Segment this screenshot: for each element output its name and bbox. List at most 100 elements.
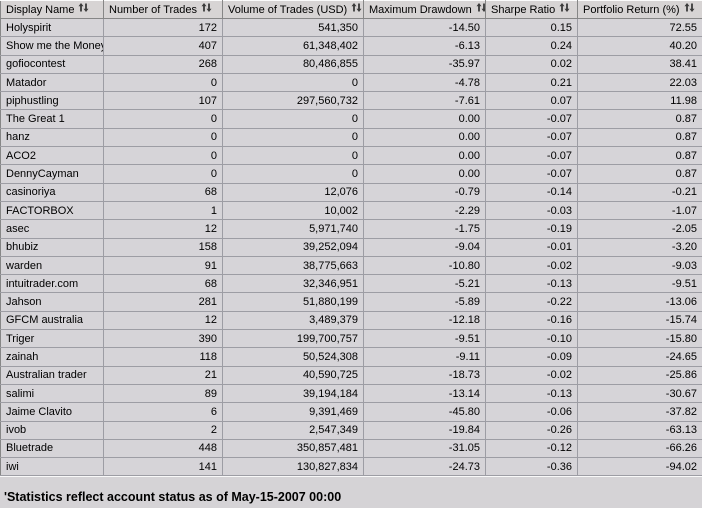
value-cell: -0.02 [485,256,578,276]
value-cell: -0.07 [485,109,578,129]
value-cell: 118 [103,347,223,367]
value-cell: 6 [103,402,223,422]
value-cell: 0 [222,146,364,166]
value-cell: 281 [103,292,223,312]
value-cell: -5.89 [363,292,486,312]
value-cell: -18.73 [363,366,486,385]
value-cell: -5.21 [363,274,486,294]
table-row: FACTORBOX 1 10,002 -2.29 -0.03 -1.07 [0,201,702,221]
sort-icon[interactable] [476,2,485,16]
value-cell: -0.07 [485,164,578,184]
column-header-volume-of-trades-usd[interactable]: Volume of Trades (USD) [222,0,364,19]
value-cell: 0.87 [577,164,702,184]
value-cell: -13.06 [577,292,702,312]
value-cell: -0.79 [363,183,486,202]
column-header-display-name[interactable]: Display Name [0,0,104,19]
value-cell: -0.06 [485,402,578,422]
table-row: Jaime Clavito 6 9,391,469 -45.80 -0.06 -37.82 [0,402,702,422]
table-row: zainah 118 50,524,308 -9.11 -0.09 -24.65 [0,347,702,367]
value-cell: 38,775,663 [222,256,364,276]
table-row: ACO2 0 0 0.00 -0.07 0.87 [0,146,702,166]
value-cell: -9.03 [577,256,702,276]
table-row: ivob 2 2,547,349 -19.84 -0.26 -63.13 [0,421,702,440]
value-cell: -35.97 [363,55,486,74]
value-cell: -19.84 [363,421,486,440]
value-cell: -0.10 [485,329,578,349]
table-row: Triger 390 199,700,757 -9.51 -0.10 -15.80 [0,329,702,349]
column-header-portfolio-return[interactable]: Portfolio Return (%) [577,0,702,19]
value-cell: 0 [103,128,223,148]
value-cell: 0.87 [577,146,702,166]
table-row: hanz 0 0 0.00 -0.07 0.87 [0,128,702,148]
value-cell: -37.82 [577,402,702,422]
value-cell: -9.51 [577,274,702,294]
value-cell: -24.73 [363,457,486,477]
value-cell: 39,194,184 [222,384,364,404]
value-cell: -24.65 [577,347,702,367]
value-cell: 158 [103,238,223,257]
display-name-cell: bhubiz [0,238,104,257]
display-name-cell: Matador [0,73,104,93]
value-cell: 0.87 [577,128,702,148]
table-row: bhubiz 158 39,252,094 -9.04 -0.01 -3.20 [0,238,702,257]
value-cell: 2,547,349 [222,421,364,440]
display-name-cell: piphustling [0,91,104,111]
value-cell: 21 [103,366,223,385]
value-cell: 10,002 [222,201,364,221]
display-name-cell: ACO2 [0,146,104,166]
sort-icon[interactable] [78,2,89,16]
value-cell: -0.13 [485,384,578,404]
value-cell: 350,857,481 [222,439,364,459]
value-cell: 297,560,732 [222,91,364,111]
value-cell: -25.86 [577,366,702,385]
value-cell: 72.55 [577,18,702,38]
table-row: GFCM australia 12 3,489,379 -12.18 -0.16 -15.… [0,311,702,331]
sort-icon[interactable] [684,2,695,16]
column-header-label: Maximum Drawdown [369,3,472,16]
value-cell: 89 [103,384,223,404]
value-cell: 32,346,951 [222,274,364,294]
value-cell: 0.07 [485,91,578,111]
value-cell: 39,252,094 [222,238,364,257]
value-cell: -13.14 [363,384,486,404]
table-header-row: Display Name Number of Trades Volume of Tr… [0,0,702,19]
display-name-cell: hanz [0,128,104,148]
display-name-cell: ivob [0,421,104,440]
value-cell: -0.14 [485,183,578,202]
value-cell: -0.26 [485,421,578,440]
display-name-cell: Jahson [0,292,104,312]
value-cell: -0.22 [485,292,578,312]
value-cell: 50,524,308 [222,347,364,367]
value-cell: -66.26 [577,439,702,459]
value-cell: 0.00 [363,146,486,166]
column-header-maximum-drawdown[interactable]: Maximum Drawdown [363,0,486,19]
value-cell: -1.07 [577,201,702,221]
value-cell: -15.74 [577,311,702,331]
value-cell: 0.02 [485,55,578,74]
value-cell: -6.13 [363,36,486,56]
value-cell: -4.78 [363,73,486,93]
column-header-sharpe-ratio[interactable]: Sharpe Ratio [485,0,578,19]
value-cell: 12 [103,311,223,331]
value-cell: 172 [103,18,223,38]
value-cell: 268 [103,55,223,74]
value-cell: -0.13 [485,274,578,294]
display-name-cell: Bluetrade [0,439,104,459]
value-cell: -45.80 [363,402,486,422]
sort-icon[interactable] [559,2,570,16]
column-header-number-of-trades[interactable]: Number of Trades [103,0,223,19]
column-header-label: Sharpe Ratio [491,3,556,16]
value-cell: -0.07 [485,146,578,166]
sort-icon[interactable] [351,2,362,16]
sort-icon[interactable] [201,2,212,16]
value-cell: 68 [103,183,223,202]
table-row: Matador 0 0 -4.78 0.21 22.03 [0,73,702,93]
value-cell: 0.21 [485,73,578,93]
display-name-cell: asec [0,219,104,239]
value-cell: -0.02 [485,366,578,385]
value-cell: -0.03 [485,201,578,221]
value-cell: 107 [103,91,223,111]
table-row: iwi 141 130,827,834 -24.73 -0.36 -94.02 [0,457,702,477]
value-cell: 0.87 [577,109,702,129]
value-cell: 12,076 [222,183,364,202]
